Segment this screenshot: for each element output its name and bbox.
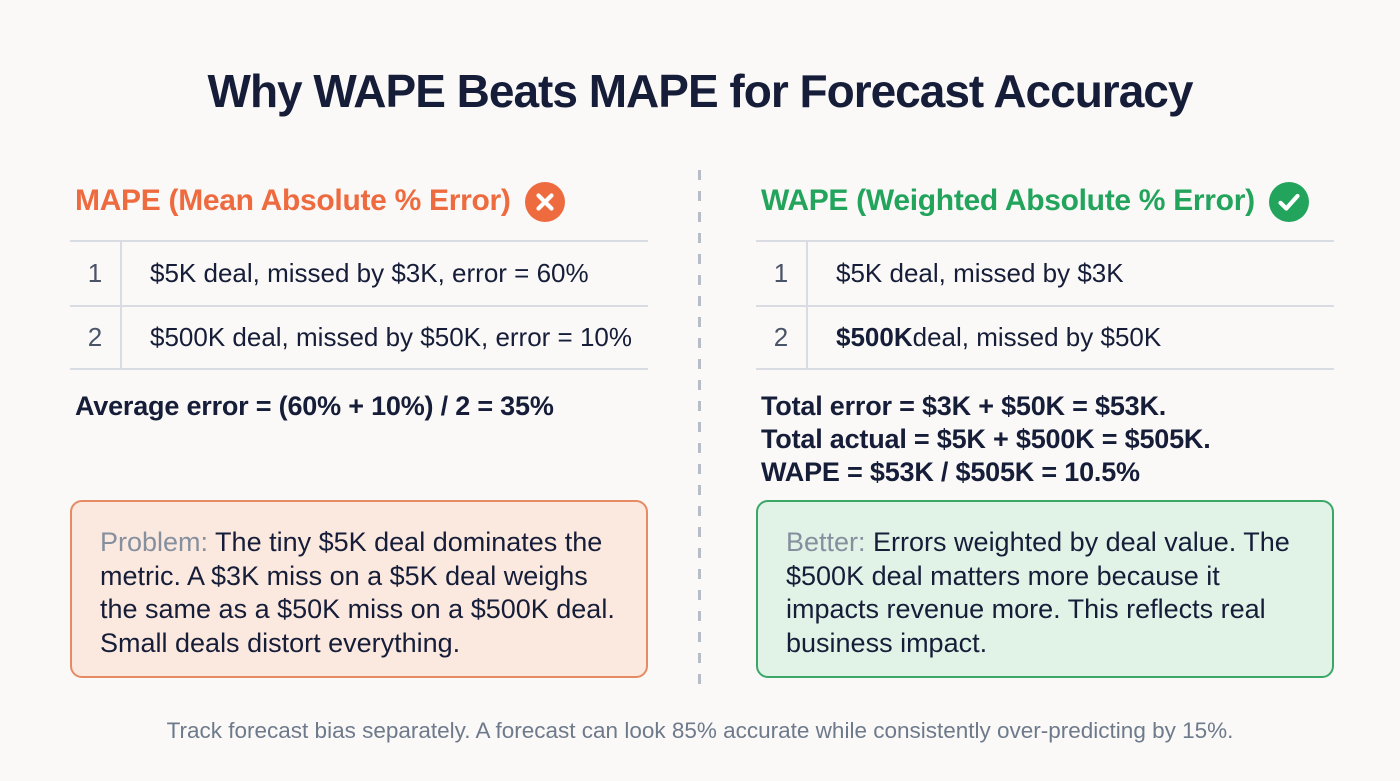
wape-result-line: WAPE = $53K / $505K = 10.5%: [761, 457, 1140, 487]
page-title: Why WAPE Beats MAPE for Forecast Accurac…: [207, 65, 1194, 117]
mape-summary: Average error = (60% + 10%) / 2 = 35%: [70, 390, 648, 500]
better-callout-label: Better:: [786, 527, 866, 557]
mape-column: MAPE (Mean Absolute % Error) 1 $5K deal,…: [70, 178, 648, 678]
wape-heading: WAPE (Weighted Absolute % Error): [761, 184, 1255, 217]
row-text-body: $5K deal, missed by $3K: [836, 258, 1124, 288]
row-text-strong: $500K: [836, 322, 913, 352]
row-text-body: deal, missed by $50K: [912, 322, 1162, 352]
table-row: 2 $500K deal, missed by $50K, error = 10…: [70, 305, 648, 368]
x-circle-icon: [524, 182, 565, 222]
row-text: $5K deal, missed by $3K: [808, 242, 1124, 305]
column-divider: [698, 170, 701, 686]
wape-summary: Total error = $3K + $50K = $53K. Total a…: [756, 390, 1334, 500]
row-number: 1: [70, 242, 122, 305]
mape-header: MAPE (Mean Absolute % Error): [70, 178, 648, 224]
row-number: 2: [70, 307, 122, 368]
problem-callout-text: The tiny $5K deal dominates the metric. …: [100, 527, 615, 658]
wape-total-actual-line: Total actual = $5K + $500K = $505K.: [761, 424, 1211, 454]
table-row: 1 $5K deal, missed by $3K, error = 60%: [70, 242, 648, 305]
row-number: 2: [756, 307, 808, 368]
wape-header: WAPE (Weighted Absolute % Error): [756, 178, 1334, 224]
problem-callout: Problem: The tiny $5K deal dominates the…: [70, 500, 648, 678]
comparison-columns: MAPE (Mean Absolute % Error) 1 $5K deal,…: [70, 178, 1334, 678]
wape-total-error-line: Total error = $3K + $50K = $53K.: [761, 391, 1167, 421]
row-number: 1: [756, 242, 808, 305]
mape-deal-table: 1 $5K deal, missed by $3K, error = 60% 2…: [70, 240, 648, 370]
table-row: 1 $5K deal, missed by $3K: [756, 242, 1334, 305]
wape-column: WAPE (Weighted Absolute % Error) 1 $5K d…: [756, 178, 1334, 678]
mape-average-error-line: Average error = (60% + 10%) / 2 = 35%: [75, 391, 554, 421]
wape-deal-table: 1 $5K deal, missed by $3K 2 $500K deal, …: [756, 240, 1334, 370]
footer-note: Track forecast bias separately. A foreca…: [166, 718, 1234, 743]
row-text: $500K deal, missed by $50K: [808, 307, 1161, 368]
better-callout-text: Errors weighted by deal value. The $500K…: [786, 527, 1290, 658]
problem-callout-label: Problem:: [100, 527, 209, 557]
row-text-body: $5K deal, missed by $3K, error = 60%: [150, 258, 589, 288]
check-circle-icon: [1268, 182, 1309, 222]
row-text: $500K deal, missed by $50K, error = 10%: [122, 307, 632, 368]
better-callout: Better: Errors weighted by deal value. T…: [756, 500, 1334, 678]
mape-heading: MAPE (Mean Absolute % Error): [75, 184, 511, 217]
table-row: 2 $500K deal, missed by $50K: [756, 305, 1334, 368]
row-text: $5K deal, missed by $3K, error = 60%: [122, 242, 589, 305]
row-text-body: $500K deal, missed by $50K, error = 10%: [150, 322, 633, 352]
